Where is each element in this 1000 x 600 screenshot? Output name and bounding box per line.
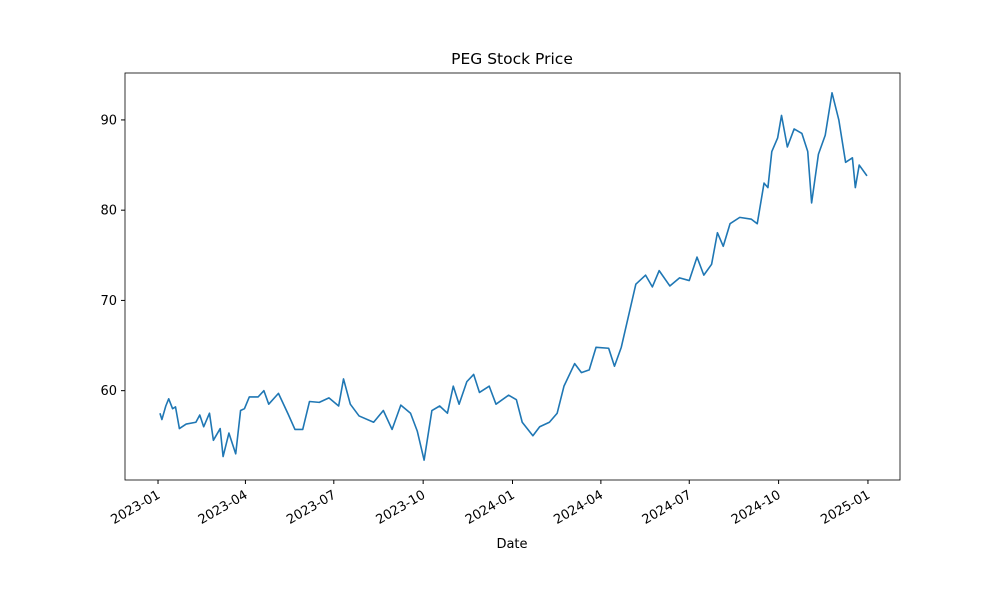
plot-frame bbox=[124, 72, 901, 481]
x-tick-label: 2023-10 bbox=[374, 488, 429, 528]
price-line bbox=[159, 92, 868, 461]
x-tick-label: 2024-07 bbox=[640, 488, 695, 528]
x-axis-label: Date bbox=[496, 537, 527, 552]
y-tick-label: 60 bbox=[100, 384, 117, 399]
x-tick-label: 2024-01 bbox=[463, 488, 518, 528]
y-tick-label: 70 bbox=[100, 294, 117, 309]
x-tick-label: 2025-01 bbox=[818, 488, 873, 528]
x-tick-label: 2023-01 bbox=[108, 488, 163, 528]
x-tick-label: 2023-07 bbox=[284, 488, 339, 528]
x-tick-label: 2023-04 bbox=[196, 488, 251, 528]
y-tick-label: 80 bbox=[100, 204, 117, 219]
chart-title: PEG Stock Price bbox=[451, 50, 573, 68]
x-tick-label: 2024-10 bbox=[729, 488, 784, 528]
x-tick-label: 2024-04 bbox=[551, 488, 606, 528]
y-tick-label: 90 bbox=[100, 113, 117, 128]
